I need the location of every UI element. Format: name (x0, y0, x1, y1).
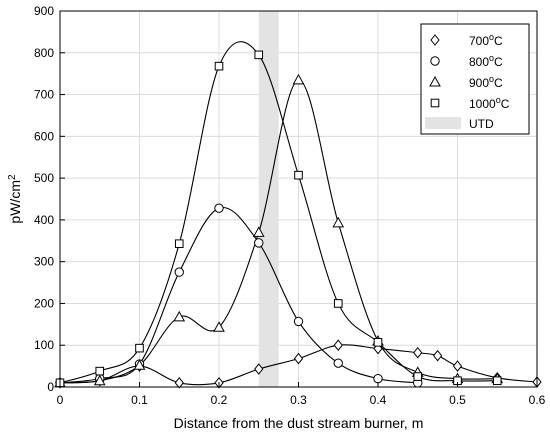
series-square-point (373, 337, 383, 347)
legend-circle-marker (430, 56, 440, 66)
series-diamond-point (333, 339, 343, 352)
utd-band (258, 11, 279, 387)
x-axis-label: Distance from the dust stream burner, m (174, 415, 424, 431)
y-tick-label: 600 (34, 129, 54, 143)
series-square-point (413, 372, 423, 381)
legend-entry-unit: C (501, 97, 510, 111)
y-axis-label-base: pW/cm (7, 180, 23, 224)
legend-entry-degree: o (489, 32, 494, 42)
series-circle-point (293, 316, 304, 327)
series-square-point (214, 61, 224, 71)
legend-entry-value: 800 (469, 55, 489, 69)
series-square-point (333, 299, 343, 308)
series-diamond-point (413, 346, 423, 359)
x-tick-label: 0.5 (449, 393, 466, 407)
legend-entry-unit: C (494, 34, 503, 48)
legend-utd-label: UTD (469, 117, 494, 131)
series-triangle-point (93, 374, 106, 386)
series-square-point (135, 343, 144, 353)
legend-entry-value: 1000 (469, 97, 496, 111)
series-square-point (174, 239, 184, 249)
series-triangle-point (133, 359, 146, 370)
series-square-point (254, 50, 264, 60)
legend-entry-label: 900oC (469, 74, 503, 90)
series-triangle-point (213, 321, 225, 332)
legend-entry-degree: o (496, 95, 501, 105)
legend-entry-unit: C (494, 55, 503, 69)
series-triangle-point (292, 73, 305, 85)
series-diamond-point (432, 349, 443, 362)
legend-entry-label: 800oC (469, 53, 503, 69)
series-triangle-point (252, 226, 265, 237)
series-diamond-point (452, 360, 463, 372)
legend-entry-unit: C (494, 76, 503, 90)
y-tick-label: 300 (34, 255, 54, 269)
series-circle-point (373, 373, 383, 384)
x-tick-label: 0.4 (370, 393, 387, 407)
x-tick-label: 0.3 (290, 393, 307, 407)
y-tick-label: 0 (47, 380, 54, 394)
series-diamond-point (174, 377, 184, 389)
y-tick-label: 400 (34, 213, 54, 227)
series-markers (54, 50, 542, 389)
y-tick-label: 800 (34, 46, 54, 60)
y-tick-label: 100 (34, 338, 54, 352)
series-diamond-point (254, 363, 264, 375)
axes (59, 10, 538, 388)
x-tick-label: 0.6 (529, 393, 546, 407)
legend-entry-label: 700oC (469, 32, 503, 48)
series-circle-point (214, 203, 224, 213)
series-triangle-point (332, 216, 345, 228)
legend-entry-label: 1000oC (469, 95, 510, 111)
legend-triangle-marker (429, 75, 441, 87)
y-tick-label: 900 (34, 4, 54, 18)
series-circle-curve (59, 206, 418, 384)
legend-square-marker (430, 98, 440, 108)
y-axis-label: pW/cm2 (7, 174, 23, 224)
series-square-point (95, 366, 105, 376)
legend-box (420, 23, 530, 135)
series-circle-point (174, 267, 184, 277)
y-tick-label: 700 (34, 88, 54, 102)
y-tick-label: 200 (34, 296, 54, 310)
legend-entry-value: 900 (469, 76, 489, 90)
series-diamond-point (293, 352, 304, 365)
legend-utd-swatch (425, 117, 461, 129)
legend-entry-degree: o (489, 53, 494, 63)
series-triangle-point (173, 310, 186, 322)
x-tick-label: 0 (57, 393, 64, 407)
x-tick-label: 0.2 (211, 393, 228, 407)
utd-band-layer (258, 11, 279, 387)
series-square-point (294, 170, 303, 180)
legend-entry-degree: o (489, 74, 494, 84)
x-tick-label: 0.1 (131, 393, 148, 407)
legend-diamond-marker (430, 34, 440, 46)
series-circle-point (254, 238, 264, 248)
series-circle-point (333, 358, 343, 368)
series-square-point (492, 376, 502, 386)
legend-entry-value: 700 (469, 34, 489, 48)
y-tick-label: 500 (34, 171, 54, 185)
y-axis-label-sup: 2 (7, 174, 18, 180)
tick-labels: 0 0.1 0.2 0.3 0.4 0.5 0.6 0 100 200 300 400 500 600 70… (34, 4, 546, 407)
